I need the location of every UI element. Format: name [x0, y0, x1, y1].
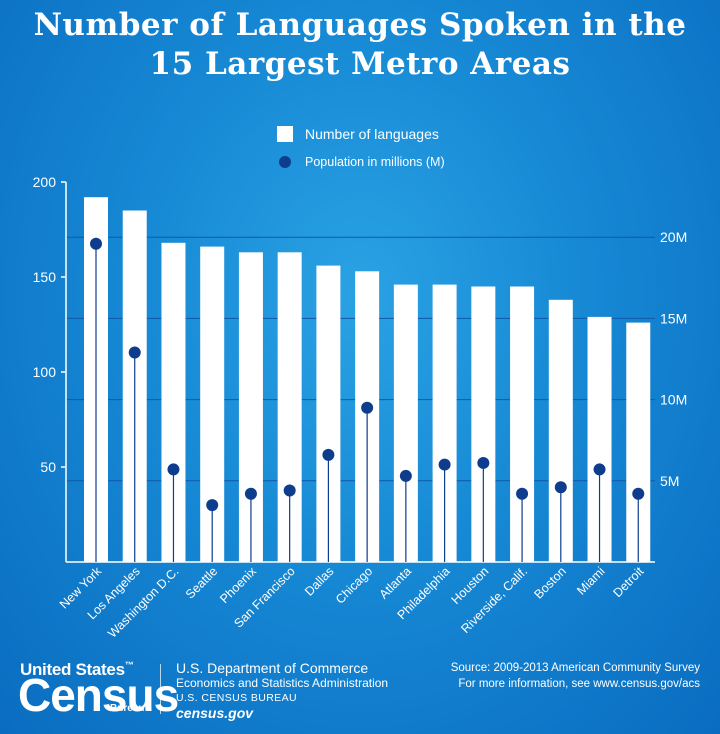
- population-dot: [128, 346, 141, 359]
- y-tick-label-left: 200: [33, 174, 57, 190]
- legend-label-languages: Number of languages: [305, 126, 439, 142]
- y-tick-label-right: 20M: [660, 229, 687, 245]
- x-tick-label: Chicago: [333, 564, 375, 606]
- population-dot: [322, 448, 335, 461]
- legend-item-population: Population in millions (M): [277, 150, 445, 174]
- x-tick-label: Boston: [531, 564, 568, 601]
- department-block: U.S. Department of Commerce Economics an…: [176, 661, 388, 721]
- x-tick-label: Miami: [574, 564, 607, 597]
- population-dot: [167, 463, 180, 476]
- more-info-line: For more information, see www.census.gov…: [458, 678, 700, 690]
- population-dot: [283, 484, 296, 497]
- census-logo-bureau: Bureau: [110, 703, 145, 714]
- population-dot: [632, 487, 645, 500]
- population-dot: [516, 487, 529, 500]
- census-logo-wordmark: Census: [18, 669, 179, 721]
- bar: [510, 286, 535, 562]
- footer-divider: [160, 664, 161, 714]
- y-tick-label-left: 50: [40, 459, 56, 475]
- x-tick-label: Atlanta: [377, 564, 414, 601]
- census-logo-top: United States™: [20, 660, 134, 680]
- title-line-1: Number of Languages Spoken in the: [33, 7, 687, 43]
- legend-item-languages: Number of languages: [277, 122, 445, 146]
- population-dot: [593, 463, 606, 476]
- y-tick-label-right: 15M: [660, 310, 687, 326]
- chart-title: Number of Languages Spoken in the 15 Lar…: [0, 6, 720, 84]
- bureau-name: U.S. CENSUS BUREAU: [176, 692, 297, 704]
- census-logo-tm: ™: [124, 660, 134, 670]
- legend-dot-swatch: [279, 156, 291, 168]
- legend-bar-swatch: [277, 126, 293, 142]
- population-dot: [244, 487, 257, 500]
- source-note: Source: 2009-2013 American Community Sur…: [451, 660, 700, 692]
- population-dot: [438, 458, 451, 471]
- x-tick-label: Riverside, Calif.: [458, 564, 530, 636]
- x-tick-label: Seattle: [183, 564, 220, 601]
- title-line-2: 15 Largest Metro Areas: [149, 46, 571, 82]
- legend: Number of languages Population in millio…: [277, 122, 445, 178]
- y-tick-label-left: 100: [33, 364, 57, 380]
- y-tick-label-left: 150: [33, 269, 57, 285]
- department-name: U.S. Department of Commerce: [176, 660, 369, 676]
- population-dot: [90, 237, 102, 250]
- population-dot: [477, 456, 490, 469]
- legend-label-population: Population in millions (M): [305, 155, 445, 169]
- x-tick-label: Dallas: [302, 564, 336, 598]
- population-dot: [361, 401, 374, 414]
- administration-name: Economics and Statistics Administration: [176, 676, 389, 690]
- census-logo-united-states: United States: [20, 660, 125, 679]
- source-line: Source: 2009-2013 American Community Sur…: [450, 662, 700, 674]
- x-tick-label: Washington D.C.: [105, 564, 181, 640]
- y-tick-label-right: 10M: [660, 392, 687, 408]
- census-website: census.gov: [176, 705, 254, 721]
- population-dot: [554, 481, 567, 494]
- population-dot: [399, 469, 412, 482]
- y-tick-label-right: 5M: [660, 473, 679, 489]
- population-dot: [206, 499, 219, 512]
- x-tick-label: Detroit: [610, 564, 646, 600]
